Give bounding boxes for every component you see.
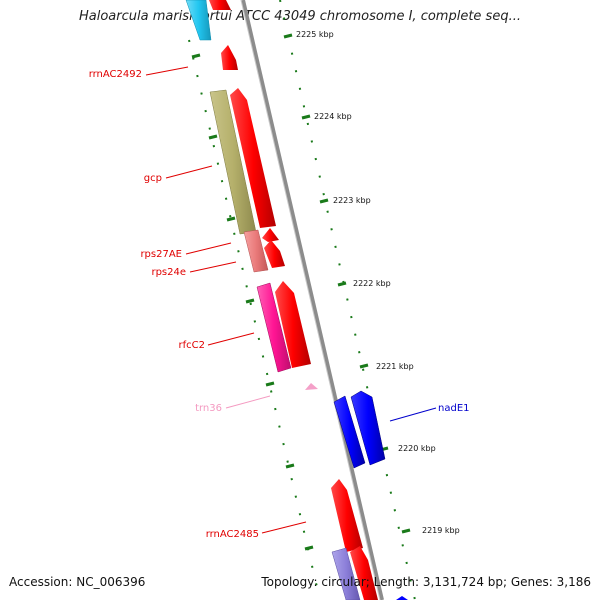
gene-arrow-rps27AE xyxy=(262,228,279,242)
tick-label-2222: 2222 kbp xyxy=(353,279,391,288)
lavender-gene-feature xyxy=(331,547,361,600)
backbone-highlight xyxy=(240,0,381,600)
summary-text: Topology: circular; Length: 3,131,724 bp… xyxy=(261,575,591,589)
label-leader-lines xyxy=(145,66,437,534)
label-trn36: trn36 xyxy=(195,403,222,414)
tick-label-2220: 2220 kbp xyxy=(398,444,436,453)
gene-arrow-rfcC2 xyxy=(275,281,311,368)
tick-2221: 2221 kbp xyxy=(359,362,414,371)
tick-2220: 2220 kbp xyxy=(379,444,436,453)
tick-label-2219: 2219 kbp xyxy=(422,526,460,535)
label-gcp: gcp xyxy=(144,173,162,184)
label-nadE1: nadE1 xyxy=(438,403,470,414)
inner-ring-ticks xyxy=(191,53,314,551)
label-rrnAC2492: rrnAC2492 xyxy=(89,69,142,80)
gene-arrow-bottom-blue xyxy=(396,596,408,600)
accession-text: Accession: NC_006396 xyxy=(9,575,146,589)
label-rps27AE: rps27AE xyxy=(140,249,182,260)
tick-label-2225: 2225 kbp xyxy=(296,30,334,39)
gene-arrow-rps24e xyxy=(264,240,285,268)
tick-2224: 2224 kbp xyxy=(301,112,352,121)
trn36-feature xyxy=(305,383,318,390)
label-rfcC2: rfcC2 xyxy=(179,340,205,351)
tick-label-2223: 2223 kbp xyxy=(333,196,371,205)
tick-2223: 2223 kbp xyxy=(319,196,371,205)
gene-arrow-nadE1-b xyxy=(350,390,386,466)
backbone-line xyxy=(241,0,384,600)
gene-arrow-top xyxy=(209,0,231,10)
gene-arrow-bottom xyxy=(350,546,378,600)
map-title: Haloarcula marismortui ATCC 43049 chromo… xyxy=(79,9,521,24)
outer-tick-ring xyxy=(279,0,416,600)
tick-label-2224: 2224 kbp xyxy=(314,112,352,121)
rfcC2-feature xyxy=(256,282,292,373)
tick-2225: 2225 kbp xyxy=(283,30,334,39)
cyan-gene-feature xyxy=(185,0,212,41)
rps24e-feature xyxy=(243,229,269,273)
gene-arrow-nadE1-a xyxy=(333,395,366,469)
label-rps24e: rps24e xyxy=(151,267,186,278)
label-rrnAC2485: rrnAC2485 xyxy=(206,529,259,540)
tick-2219: 2219 kbp xyxy=(401,526,460,535)
tick-2222: 2222 kbp xyxy=(337,279,391,288)
gene-arrow-rrnAC2492 xyxy=(221,45,238,70)
gene-arrow-gcp xyxy=(230,88,276,228)
tick-label-2221: 2221 kbp xyxy=(376,362,414,371)
gene-arrow-rrnAC2485 xyxy=(331,479,363,552)
